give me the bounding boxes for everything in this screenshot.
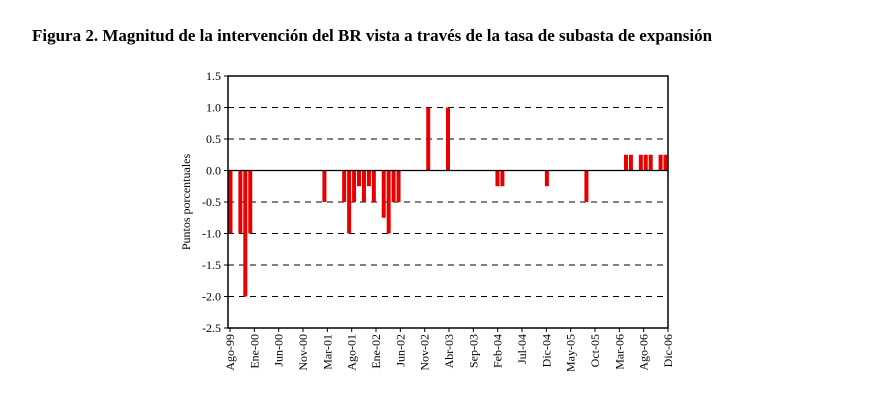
x-tick-label: Jun-00 <box>272 334 286 367</box>
bar-Dic-06 <box>663 154 668 171</box>
bar-Mar-04 <box>500 170 505 187</box>
y-tick-label: -0.5 <box>202 195 221 209</box>
bar-Ago-05 <box>584 170 589 202</box>
x-tick-label: Jun-02 <box>393 334 407 367</box>
bar-Abr-06 <box>623 154 628 171</box>
y-tick-label: -1.0 <box>202 227 221 241</box>
bar-Mar-01 <box>322 170 327 202</box>
bar-Abr-03 <box>446 107 450 171</box>
bar-Dic-01 <box>366 170 371 187</box>
x-tick-label: Feb-04 <box>491 334 505 368</box>
x-tick-label: Jul-04 <box>515 334 529 364</box>
x-tick-label: Nov-02 <box>418 334 432 371</box>
x-tick-label: Ago-99 <box>223 334 237 371</box>
x-tick-label: Mar-06 <box>612 334 626 370</box>
bar-May-02 <box>391 170 396 202</box>
bar-Dic-02 <box>426 107 431 171</box>
bar-May-06 <box>628 154 633 171</box>
bar-Nov-06 <box>658 154 663 171</box>
y-tick-label: -2.5 <box>202 321 221 335</box>
bar-Ago-99 <box>228 170 233 234</box>
bar-Sep-06 <box>648 154 653 171</box>
y-tick-label: -2.0 <box>202 290 221 304</box>
y-axis-ticks: 1.5 1.0 0.5 0.0 -0.5 -1.0 -1.5 -2.0 -2.5 <box>202 69 228 335</box>
x-tick-label: Abr-03 <box>442 334 456 368</box>
x-tick-label: Ene-00 <box>247 334 261 369</box>
y-tick-label: -1.5 <box>202 258 221 272</box>
y-tick-label: 0.5 <box>206 132 221 146</box>
x-tick-label: Dic-06 <box>661 334 675 367</box>
x-tick-label: Dic-04 <box>539 334 553 367</box>
x-axis-ticks: Ago-99 Ene-00 Jun-00 Nov-00 Mar-01 Ago-01 Ene-… <box>223 328 675 372</box>
x-tick-label: Ago-01 <box>345 334 359 371</box>
bar-Oct-01 <box>357 170 362 187</box>
bar-Ago-01 <box>347 170 352 234</box>
bar-Oct-99 <box>238 170 243 234</box>
x-tick-label: Mar-01 <box>320 334 334 370</box>
x-tick-label: Oct-05 <box>588 334 602 367</box>
y-tick-label: 0.0 <box>206 164 221 178</box>
bar-Dic-99 <box>248 170 253 234</box>
bar-Feb-04 <box>495 170 500 187</box>
bar-Dic-04 <box>544 170 549 187</box>
bar-Nov-01 <box>361 170 366 202</box>
bar-Jun-02 <box>396 170 401 202</box>
x-tick-label: Nov-00 <box>296 334 310 371</box>
y-tick-label: 1.0 <box>206 101 221 115</box>
bar-Mar-02 <box>381 170 386 218</box>
y-axis-label: Puntos porcentuales <box>179 154 193 251</box>
x-tick-label: Ene-02 <box>369 334 383 369</box>
bar-Ago-06 <box>643 154 648 171</box>
x-tick-label: May-05 <box>564 334 578 372</box>
x-tick-label: Ago-06 <box>637 334 651 371</box>
x-tick-label: Sep-03 <box>466 334 480 368</box>
y-tick-label: 1.5 <box>206 69 221 83</box>
bar-Jul-06 <box>638 154 643 171</box>
chart-title: Figura 2. Magnitud de la intervención de… <box>32 26 713 45</box>
bar-Sep-01 <box>352 170 357 202</box>
bar-Abr-02 <box>386 170 391 234</box>
bar-Nov-99 <box>243 170 248 297</box>
bar-Jul-01 <box>342 170 347 202</box>
bar-Ene-02 <box>371 170 376 202</box>
bars <box>228 107 668 297</box>
